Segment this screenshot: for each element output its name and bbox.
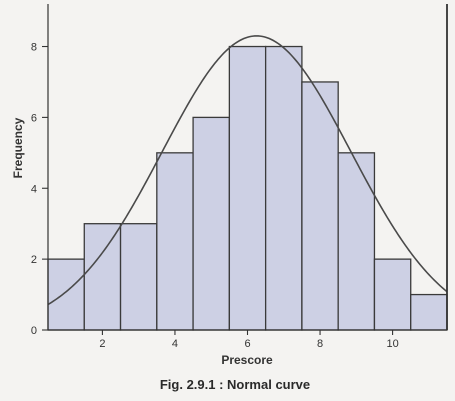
histogram-bar-11 [410,293,448,331]
x-tick-label: 6 [244,338,250,350]
histogram-bar-8 [301,81,339,331]
histogram-bar-10 [373,258,412,331]
x-tick-label: 10 [386,338,398,350]
y-tick-label: 0 [31,325,37,337]
histogram-bar-5 [192,116,231,331]
y-tick-label: 8 [31,42,37,54]
x-axis-ticks: 2 4 6 8 10 [99,330,399,350]
histogram-bar-4 [156,152,194,331]
histogram-bars [47,45,448,331]
x-tick-label: 2 [99,338,105,350]
histogram-bar-6 [228,45,267,331]
x-axis-label: Prescore [221,353,273,367]
histogram-bar-3 [119,223,158,331]
y-axis-label: Frequency [11,117,25,178]
histogram-bar-7 [264,45,303,331]
y-tick-label: 2 [31,254,37,266]
y-tick-label: 4 [31,183,37,195]
y-axis-ticks: 0 2 4 6 8 [31,42,48,337]
histogram-bar-2 [83,223,122,331]
y-tick-label: 6 [31,112,37,124]
x-tick-label: 4 [172,338,178,350]
normal-curve [47,35,448,306]
histogram-bar-9 [337,152,376,331]
histogram-bar-1 [47,258,85,331]
figure-caption: Fig. 2.9.1 : Normal curve [160,377,310,392]
x-tick-label: 8 [317,338,323,350]
